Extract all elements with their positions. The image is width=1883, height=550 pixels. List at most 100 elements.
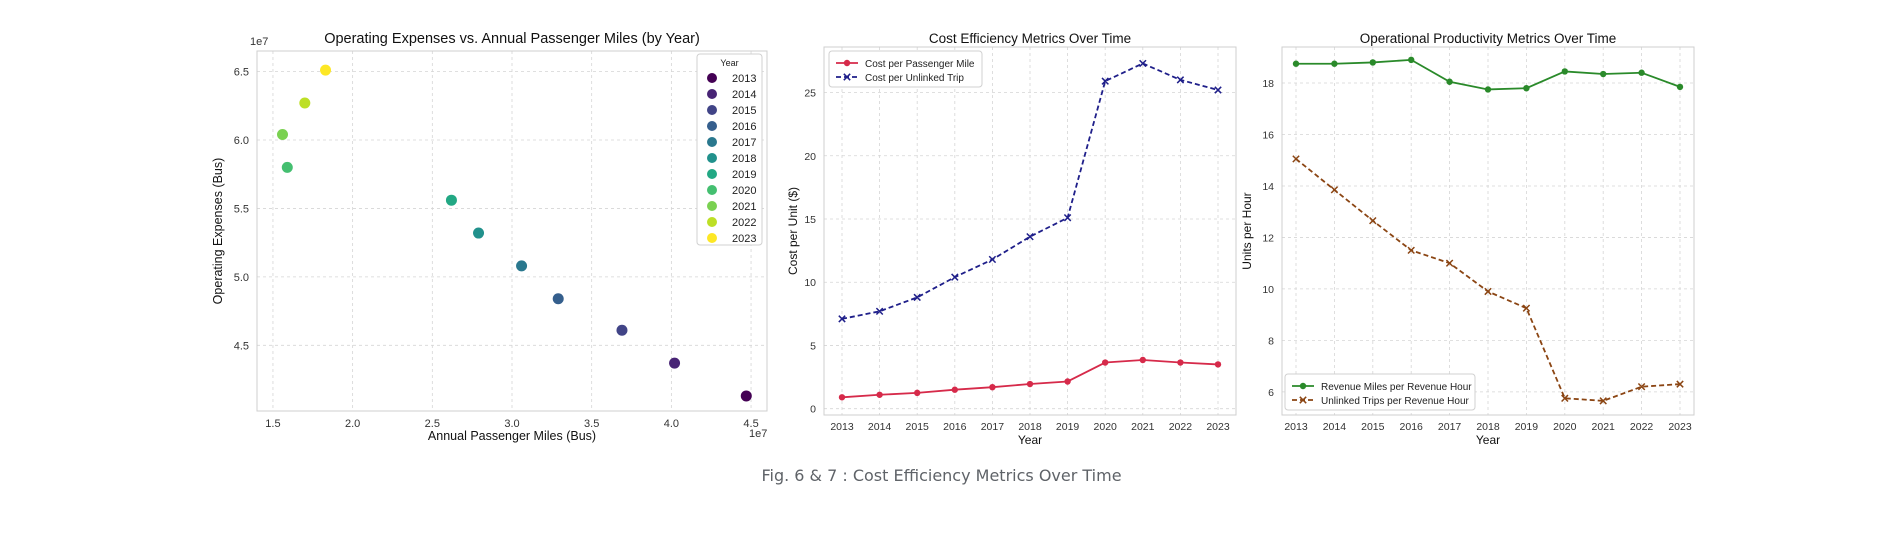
legend-label-2017: 2017 — [732, 137, 756, 149]
x-tick-label: 2019 — [1515, 421, 1539, 433]
series-1 — [1292, 155, 1684, 405]
data-point — [1102, 359, 1109, 366]
x-tick-label: 2015 — [906, 421, 930, 433]
plot-frame — [823, 46, 1237, 416]
legend-label: Cost per Passenger Mile — [865, 59, 975, 70]
data-point — [1177, 359, 1184, 366]
series-1 — [838, 59, 1222, 323]
y-tick-label: 10 — [1262, 284, 1274, 296]
grid — [1282, 47, 1694, 415]
y-tick-label: 6.5 — [234, 67, 249, 79]
x-tick-label: 2017 — [981, 421, 1005, 433]
data-point — [1445, 259, 1454, 267]
x-tick-label: 2015 — [1361, 421, 1385, 433]
data-point — [876, 391, 883, 398]
legend: Cost per Passenger Mile Cost per Unlinked… — [828, 50, 983, 88]
scatter-point-2020 — [281, 161, 293, 173]
data-point — [838, 394, 846, 401]
x-tick-label: 2019 — [1056, 421, 1080, 433]
x-tick-label: 2.0 — [345, 418, 360, 430]
x-tick-label: 1.5 — [265, 418, 280, 430]
data-point — [988, 255, 997, 264]
data-point — [1292, 60, 1300, 67]
legend-marker-2021 — [707, 201, 717, 211]
plot-frame — [1281, 46, 1695, 416]
x-tick-label: 3.5 — [584, 418, 599, 430]
y-axis-label: Cost per Unit ($) — [786, 187, 800, 275]
legend-marker-2020 — [707, 185, 717, 195]
plot-frame — [256, 50, 768, 412]
data-point — [1523, 84, 1530, 92]
data-point — [1676, 83, 1684, 91]
x-tick-label: 3.0 — [504, 418, 519, 430]
data-point — [1026, 232, 1034, 241]
legend-box — [1284, 373, 1476, 411]
data-point — [1408, 56, 1415, 64]
x-tick-label: 2017 — [1438, 421, 1462, 433]
legend: Revenue Miles per Revenue Hour Unlinked T… — [1284, 373, 1476, 411]
scatter-point-2014 — [669, 357, 681, 369]
legend-marker-2016 — [707, 121, 717, 131]
y-tick-label: 5 — [810, 340, 816, 352]
data-point — [1637, 382, 1646, 391]
legend-label-2023: 2023 — [732, 233, 756, 245]
legend-label-2022: 2022 — [732, 217, 756, 229]
data-point — [1599, 397, 1607, 405]
legend-marker-2018 — [707, 153, 717, 163]
data-point — [1331, 60, 1338, 67]
x-tick-label: 2016 — [943, 421, 967, 433]
legend-label-2015: 2015 — [732, 105, 756, 117]
data-point — [1522, 304, 1531, 312]
x-tick-label: 2022 — [1169, 421, 1193, 433]
series-line — [841, 62, 1219, 320]
y-axis-label: Operating Expenses (Bus) — [211, 158, 225, 305]
legend-marker — [843, 59, 851, 67]
data-point — [1063, 213, 1072, 222]
data-point — [1561, 68, 1569, 75]
data-point — [1292, 155, 1300, 163]
x-tick-label: 2020 — [1553, 421, 1577, 433]
scatter-point-2022 — [299, 97, 311, 109]
x-tick-label: 2021 — [1592, 421, 1616, 433]
x-tick-label: 2.5 — [425, 418, 440, 430]
legend-label-2016: 2016 — [732, 121, 756, 133]
data-point — [951, 386, 958, 393]
data-point — [1638, 69, 1645, 76]
y-tick-label: 0 — [810, 404, 816, 416]
legend: Year 2013 2014 2015 2016 2017 2018 2019 2020 2021… — [696, 53, 763, 246]
legend-marker-2019 — [707, 169, 717, 179]
legend-title: Year — [720, 58, 738, 68]
x-tick-label: 4.5 — [743, 418, 758, 430]
scatter-point-2021 — [277, 128, 288, 140]
y-tick-label: 14 — [1262, 181, 1274, 193]
y-tick-label: 25 — [804, 88, 816, 100]
data-point — [875, 307, 884, 316]
legend-label-2020: 2020 — [732, 185, 756, 197]
series-line — [1295, 158, 1681, 402]
y-tick-label: 8 — [1268, 335, 1274, 347]
data-point — [1561, 394, 1569, 403]
x-axis-label: Year — [1018, 433, 1042, 447]
x-tick-label: 4.0 — [664, 418, 679, 430]
y-tick-label: 10 — [804, 277, 816, 289]
y-tick-label: 18 — [1262, 78, 1274, 90]
data-point — [838, 315, 846, 323]
legend-marker — [1299, 382, 1307, 390]
y-tick-label: 15 — [804, 214, 816, 226]
data-point — [913, 293, 921, 302]
x-offset-label: 1e7 — [749, 428, 767, 440]
data-point — [1214, 86, 1222, 94]
legend-label-2019: 2019 — [732, 169, 756, 181]
legend-marker-2023 — [707, 233, 717, 243]
scatter-point-2013 — [740, 390, 752, 402]
data-point — [1369, 59, 1377, 66]
data-point — [914, 389, 921, 397]
y-tick-label: 5.0 — [234, 272, 249, 284]
scatter-point-2018 — [473, 227, 485, 239]
x-tick-label: 2023 — [1668, 421, 1692, 433]
legend-label: Unlinked Trips per Revenue Hour — [1321, 396, 1470, 407]
y-offset-label: 1e7 — [250, 36, 268, 48]
legend-label-2013: 2013 — [732, 73, 756, 85]
chart-title: Operational Productivity Metrics Over Ti… — [1360, 31, 1617, 46]
y-tick-label: 5.5 — [234, 203, 249, 215]
